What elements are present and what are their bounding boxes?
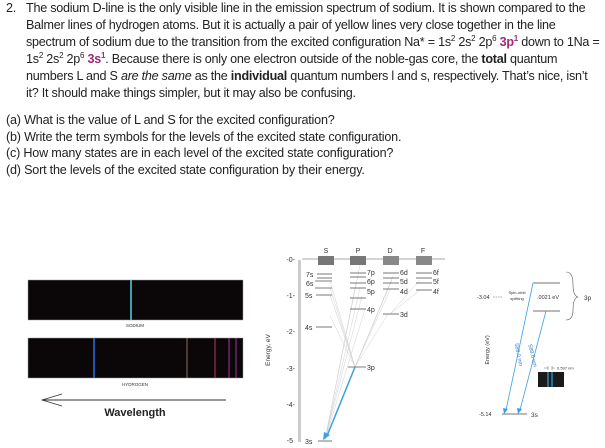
- upper-level-label: 3p: [584, 295, 592, 302]
- lower-level-label: 3s: [531, 412, 539, 419]
- tick-label: -4-: [286, 402, 295, 409]
- splitting-value: .0021 eV: [537, 295, 559, 301]
- excited-config: 3p: [499, 35, 514, 49]
- level-label: 5s: [305, 293, 313, 300]
- question-b: (b) Write the term symbols for the level…: [6, 129, 402, 144]
- problem-text: 2. The sodium D-line is the only visible…: [6, 0, 602, 102]
- level-label: 6s: [306, 281, 314, 288]
- level-label: 6d: [400, 270, 408, 277]
- question-a: (a) What is the value of L and S for the…: [6, 113, 335, 127]
- separation-marker-icon: [544, 366, 555, 370]
- hydrogen-label: HYDROGEN: [122, 382, 148, 387]
- tick-label: -2-: [286, 329, 295, 336]
- level-label: 4f: [433, 289, 439, 296]
- tick-label: -0-: [286, 257, 295, 264]
- level-label: 6p: [367, 279, 375, 286]
- question-list: (a) What is the value of L and S for the…: [6, 112, 602, 178]
- line1-label: 589.0 nm: [513, 343, 524, 367]
- level-label: 3d: [400, 312, 408, 319]
- line2-label: 589.6 nm: [526, 344, 537, 368]
- tick-label: -1-: [286, 293, 295, 300]
- fine-energy-axis-label: Energy (eV): [485, 335, 491, 365]
- text-section: 2. The sodium D-line is the only visible…: [6, 0, 602, 178]
- level-label: 5f: [433, 279, 439, 286]
- question-d: (d) Sort the levels of the excited state…: [6, 162, 365, 177]
- question-c: (c) How many states are in each level of…: [6, 146, 394, 160]
- column-label: P: [356, 248, 361, 255]
- lower-energy-label: -5.14: [479, 412, 492, 418]
- wavelength-label: Wavelength: [104, 407, 166, 419]
- fine-structure-diagram: Energy (eV) -3.04 Spin-orbit splitting .…: [477, 271, 592, 419]
- energy-axis-label: Energy, eV: [265, 334, 272, 366]
- problem-body: The sodium D-line is the only visible li…: [26, 1, 600, 100]
- level-label: 5d: [400, 279, 408, 286]
- problem-number: 2.: [6, 1, 17, 15]
- level-label: 7s: [306, 272, 314, 279]
- level-label: 4s: [305, 325, 313, 332]
- ground-config: 3s: [87, 52, 102, 66]
- level-label: 6f: [433, 270, 439, 277]
- level-label: 4d: [400, 289, 408, 296]
- level-label: 5p: [367, 289, 375, 296]
- tick-label: -5: [287, 438, 293, 445]
- level-label: 3p: [367, 365, 375, 372]
- sodium-label: SODIUM: [126, 323, 144, 328]
- wavelength-arrow: Wavelength: [40, 393, 226, 419]
- splitting-label: Spin-orbit: [508, 290, 526, 295]
- separation-label: 0.597 nm: [557, 366, 574, 371]
- column-label: D: [387, 248, 392, 255]
- column-label: F: [421, 248, 425, 255]
- level-label: 4p: [367, 307, 375, 314]
- column-label: S: [324, 248, 329, 255]
- upper-energy-label: -3.04: [477, 295, 490, 301]
- level-label: 7p: [367, 270, 375, 277]
- hydrogen-spectrum: HYDROGEN: [27, 337, 244, 387]
- energy-level-diagram: Energy, eV -0- -1- -2- -3- -4- -5 S P D …: [265, 248, 445, 446]
- sodium-spectrum: SODIUM: [27, 279, 244, 328]
- tick-label: -3-: [286, 366, 295, 373]
- d-line-transition-arrow: [326, 366, 356, 437]
- brace-icon: [565, 271, 579, 321]
- level-label: 3s: [305, 439, 313, 446]
- doublet-spectrum: [538, 372, 564, 387]
- splitting-label: splitting: [510, 296, 524, 301]
